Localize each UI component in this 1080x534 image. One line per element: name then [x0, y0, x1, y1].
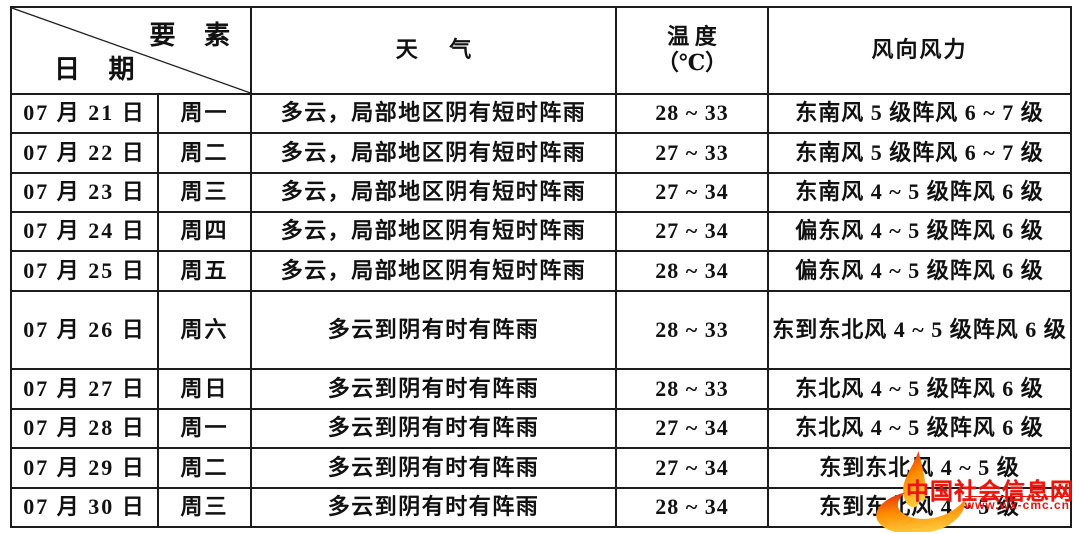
weather-cell: 多云，局部地区阴有短时阵雨	[250, 171, 617, 213]
temperature-cell: 28 ~ 33	[615, 92, 769, 135]
weather-cell: 多云，局部地区阴有短时阵雨	[250, 132, 617, 174]
corner-label-elements: 要 素	[149, 21, 230, 50]
temperature-column-header: 温 度 （℃）	[615, 6, 769, 95]
wind-cell: 东北风 4 ~ 5 级阵风 6 级	[767, 407, 1072, 450]
weather-cell: 多云到阴有时有阵雨	[250, 368, 617, 410]
weekday-cell: 周三	[157, 486, 252, 529]
wind-cell: 东南风 5 级阵风 6 ~ 7 级	[767, 92, 1072, 135]
temperature-cell: 27 ~ 34	[615, 447, 769, 489]
wind-cell: 东到东北风 4 ~ 5 级	[767, 447, 1072, 489]
date-cell: 07 月 22 日	[10, 132, 159, 174]
wind-cell: 东北风 4 ~ 5 级阵风 6 级	[767, 368, 1072, 410]
forecast-row-0729: 07 月 29 日 周二 多云到阴有时有阵雨 27 ~ 34 东到东北风 4 ~…	[10, 447, 1072, 489]
diagonal-divider-line	[12, 8, 250, 93]
weekday-cell: 周三	[157, 171, 252, 213]
date-cell: 07 月 25 日	[10, 250, 159, 292]
weekday-cell: 周一	[157, 407, 252, 450]
wind-cell: 东南风 5 级阵风 6 ~ 7 级	[767, 132, 1072, 174]
corner-label-date: 日 期	[54, 54, 135, 84]
wind-cell: 东南风 4 ~ 5 级阵风 6 级	[767, 171, 1072, 213]
weekday-cell: 周五	[157, 250, 252, 292]
temperature-header-line1: 温 度	[667, 24, 717, 50]
forecast-row-0727: 07 月 27 日 周日 多云到阴有时有阵雨 28 ~ 33 东北风 4 ~ 5…	[10, 368, 1072, 410]
temperature-cell: 28 ~ 34	[615, 486, 769, 529]
weather-cell: 多云，局部地区阴有短时阵雨	[250, 92, 617, 135]
date-cell: 07 月 24 日	[10, 210, 159, 253]
date-cell: 07 月 29 日	[10, 447, 159, 489]
corner-cell: 要 素 日 期	[10, 6, 252, 95]
wind-column-header: 风向风力	[767, 6, 1072, 95]
weather-forecast-table: 要 素 日 期 天 气 温 度 （℃） 风向风力 07 月 21 日 周一 多云…	[10, 6, 1072, 529]
date-cell: 07 月 26 日	[10, 289, 159, 371]
forecast-row-0722: 07 月 22 日 周二 多云，局部地区阴有短时阵雨 27 ~ 33 东南风 5…	[10, 132, 1072, 174]
date-cell: 07 月 21 日	[10, 92, 159, 135]
temperature-cell: 27 ~ 34	[615, 210, 769, 253]
header-row: 要 素 日 期 天 气 温 度 （℃） 风向风力	[10, 6, 1072, 95]
weekday-cell: 周六	[157, 289, 252, 371]
forecast-row-0721: 07 月 21 日 周一 多云，局部地区阴有短时阵雨 28 ~ 33 东南风 5…	[10, 92, 1072, 135]
forecast-row-0730: 07 月 30 日 周三 多云到阴有时有阵雨 28 ~ 34 东到东北风 4 ~…	[10, 486, 1072, 529]
wind-cell: 偏东风 4 ~ 5 级阵风 6 级	[767, 210, 1072, 253]
weather-cell: 多云到阴有时有阵雨	[250, 486, 617, 529]
temperature-cell: 27 ~ 33	[615, 132, 769, 174]
weather-column-header: 天 气	[250, 6, 617, 95]
weather-cell: 多云到阴有时有阵雨	[250, 447, 617, 489]
weekday-cell: 周二	[157, 132, 252, 174]
wind-cell: 东到东北风 4 ~ 5 级阵风 6 级	[767, 289, 1072, 371]
date-cell: 07 月 23 日	[10, 171, 159, 213]
weekday-cell: 周二	[157, 447, 252, 489]
weather-cell: 多云，局部地区阴有短时阵雨	[250, 210, 617, 253]
temperature-cell: 27 ~ 34	[615, 171, 769, 213]
weather-cell: 多云，局部地区阴有短时阵雨	[250, 250, 617, 292]
weather-cell: 多云到阴有时有阵雨	[250, 289, 617, 371]
forecast-row-0723: 07 月 23 日 周三 多云，局部地区阴有短时阵雨 27 ~ 34 东南风 4…	[10, 171, 1072, 213]
forecast-row-0725: 07 月 25 日 周五 多云，局部地区阴有短时阵雨 28 ~ 34 偏东风 4…	[10, 250, 1072, 292]
weekday-cell: 周一	[157, 92, 252, 135]
temperature-header-line2: （℃）	[656, 50, 728, 76]
temperature-cell: 28 ~ 33	[615, 368, 769, 410]
date-cell: 07 月 28 日	[10, 407, 159, 450]
temperature-cell: 28 ~ 34	[615, 250, 769, 292]
forecast-row-0726: 07 月 26 日 周六 多云到阴有时有阵雨 28 ~ 33 东到东北风 4 ~…	[10, 289, 1072, 371]
forecast-row-0724: 07 月 24 日 周四 多云，局部地区阴有短时阵雨 27 ~ 34 偏东风 4…	[10, 210, 1072, 253]
date-cell: 07 月 27 日	[10, 368, 159, 410]
weekday-cell: 周四	[157, 210, 252, 253]
wind-cell: 偏东风 4 ~ 5 级阵风 6 级	[767, 250, 1072, 292]
temperature-cell: 28 ~ 33	[615, 289, 769, 371]
forecast-row-0728: 07 月 28 日 周一 多云到阴有时有阵雨 27 ~ 34 东北风 4 ~ 5…	[10, 407, 1072, 450]
weather-cell: 多云到阴有时有阵雨	[250, 407, 617, 450]
date-cell: 07 月 30 日	[10, 486, 159, 529]
temperature-cell: 27 ~ 34	[615, 407, 769, 450]
wind-cell: 东到东北风 4 ~ 5 级	[767, 486, 1072, 529]
weekday-cell: 周日	[157, 368, 252, 410]
